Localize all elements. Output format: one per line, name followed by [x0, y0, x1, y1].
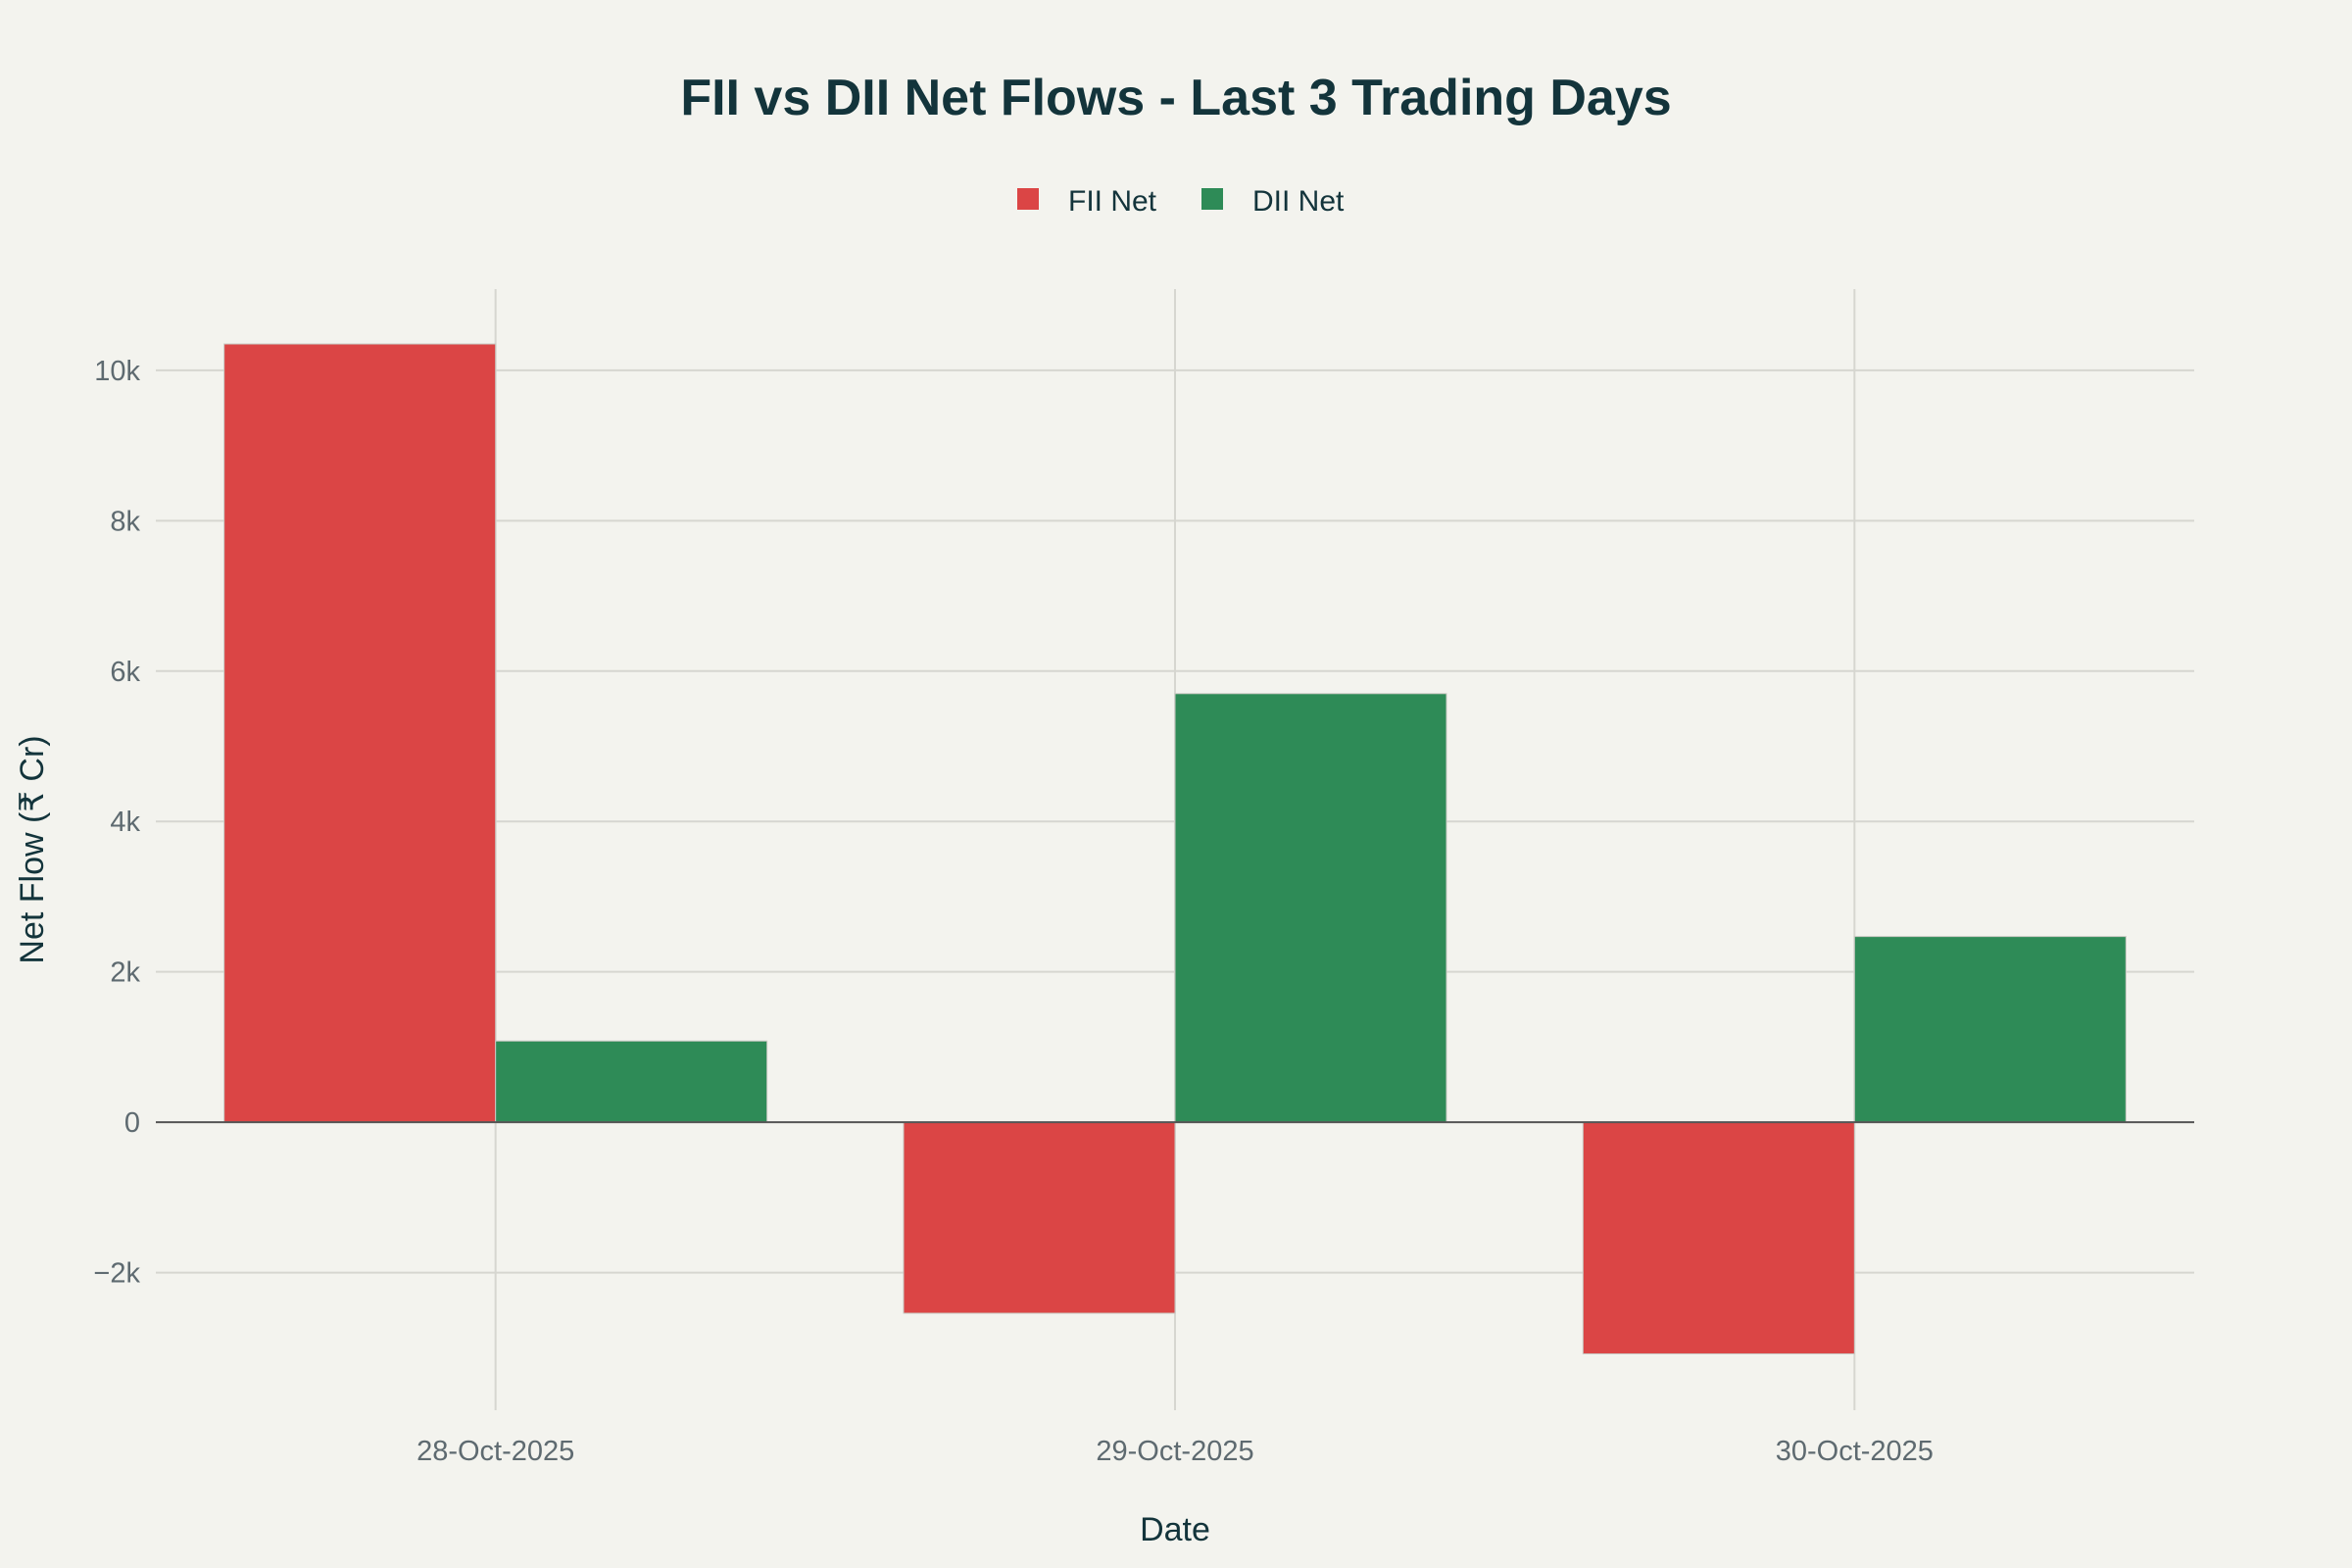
x-tick-label: 30-Oct-2025 — [1776, 1436, 1934, 1467]
x-axis-title: Date — [1140, 1511, 1210, 1548]
y-tick-label: 0 — [124, 1107, 140, 1139]
bar-fii-net-2 — [1582, 1121, 1855, 1354]
y-tick-label: 6k — [110, 657, 140, 688]
legend-label: DII Net — [1252, 185, 1345, 218]
y-tick-label: 4k — [110, 807, 140, 838]
bars — [223, 343, 2127, 1354]
bar-fii-net-1 — [903, 1121, 1176, 1314]
y-tick-label: 2k — [110, 957, 140, 989]
bar-fii-net-0 — [223, 343, 497, 1123]
legend-swatch-1 — [1201, 188, 1223, 210]
legend-label: FII Net — [1068, 185, 1157, 218]
axes: −2k 0 2k 4k 6k 8k 10k 28-Oct-2025 29-Oct-2025 30-… — [93, 356, 2194, 1467]
x-tick-label: 28-Oct-2025 — [416, 1436, 574, 1467]
y-tick-label: 8k — [110, 506, 140, 537]
legend-swatch-0 — [1017, 188, 1039, 210]
x-tick-label: 29-Oct-2025 — [1096, 1436, 1253, 1467]
y-tick-label: 10k — [94, 356, 140, 387]
bar-dii-net-0 — [495, 1040, 768, 1123]
bar-dii-net-2 — [1853, 936, 2127, 1123]
y-axis-title: Net Flow (₹ Cr) — [14, 735, 51, 963]
bar-dii-net-1 — [1174, 693, 1447, 1123]
legend: FII Net DII Net — [1017, 185, 1345, 218]
chart-title: FII vs DII Net Flows - Last 3 Trading Da… — [680, 70, 1671, 126]
y-tick-label: −2k — [93, 1258, 140, 1290]
